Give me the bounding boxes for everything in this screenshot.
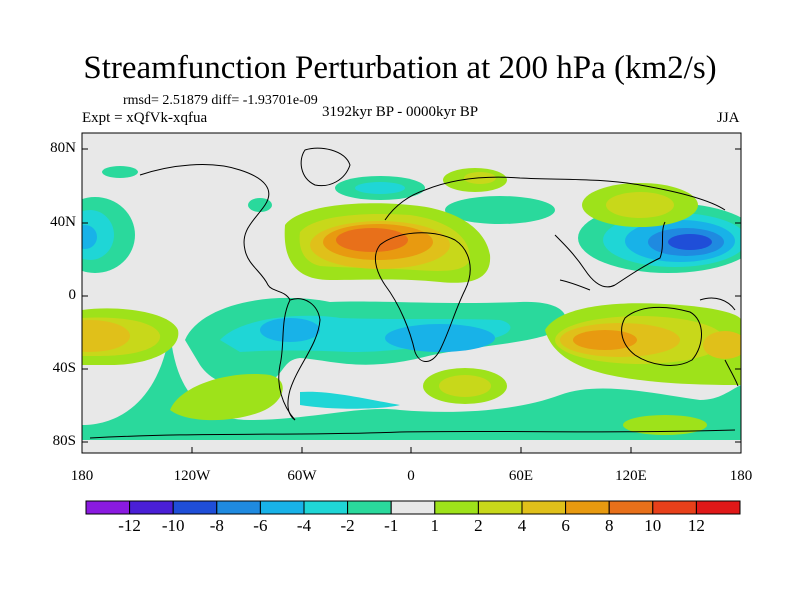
colorbar-label: -8 xyxy=(209,516,224,535)
colorbar-swatch xyxy=(565,500,610,515)
colorbar-label: -4 xyxy=(296,516,312,535)
x-label-180w: 180 xyxy=(70,468,94,484)
y-label-40s: 40S xyxy=(52,360,76,376)
map-title: Streamfunction Perturbation at 200 hPa (… xyxy=(83,50,717,86)
colorbar-swatch xyxy=(85,500,131,515)
x-label-180e: 180 xyxy=(729,468,753,484)
colorbar-swatch xyxy=(390,500,436,515)
negative-anomaly-alaska xyxy=(102,166,138,178)
y-label-0: 0 xyxy=(68,287,77,303)
season-label: JJA xyxy=(717,110,740,126)
colorbar-swatch xyxy=(303,500,349,515)
colorbar-swatch xyxy=(608,500,654,515)
y-label-80n: 80N xyxy=(50,140,76,156)
x-label-120e: 120E xyxy=(615,468,647,484)
colorbar-label: 12 xyxy=(687,516,705,535)
colorbar-swatch xyxy=(477,500,523,515)
colorbar xyxy=(85,500,741,515)
colorbar-label: 8 xyxy=(604,516,614,535)
colorbar-label: 1 xyxy=(430,516,440,535)
positive-anomaly-southern-ocean xyxy=(170,368,707,435)
colorbar-label: 2 xyxy=(474,516,483,535)
colorbar-swatch xyxy=(652,500,697,515)
colorbar-swatch xyxy=(216,500,261,515)
colorbar-label: 10 xyxy=(644,516,662,535)
negative-anomaly-n-atlantic-core xyxy=(355,182,405,194)
colorbar-swatch xyxy=(129,500,174,515)
positive-anomaly-south-pacific xyxy=(82,308,179,365)
colorbar-label: -10 xyxy=(161,516,185,535)
colorbar-label: -12 xyxy=(118,516,141,535)
coastlines xyxy=(89,147,739,439)
period-label: 3192kyr BP - 0000kyr BP xyxy=(322,104,479,120)
colorbar-swatch xyxy=(521,500,567,515)
x-label-120w: 120W xyxy=(173,468,211,484)
colorbar-label: 6 xyxy=(561,516,570,535)
colorbar-swatch xyxy=(259,500,305,515)
y-ticks xyxy=(82,148,741,443)
negative-anomaly-greenland xyxy=(248,198,272,212)
map-plot-area xyxy=(82,133,741,453)
colorbar-swatch xyxy=(695,500,741,515)
y-label-40n: 40N xyxy=(50,214,76,230)
colorbar-label: 4 xyxy=(517,516,527,535)
colorbar-swatch xyxy=(347,500,392,515)
x-label-0: 0 xyxy=(407,468,415,484)
experiment-label: Expt = xQfVk-xqfua xyxy=(82,110,208,126)
positive-anomaly-asia xyxy=(443,168,698,227)
colorbar-label: -2 xyxy=(340,516,355,535)
colorbar-label: -6 xyxy=(253,516,268,535)
x-label-60w: 60W xyxy=(287,468,317,484)
negative-anomaly-eurasia xyxy=(445,196,555,224)
x-label-60e: 60E xyxy=(508,468,534,484)
x-ticks xyxy=(81,447,742,453)
stats-text: rmsd= 2.51879 diff= -1.93701e-09 xyxy=(123,93,318,108)
colorbar-swatch xyxy=(434,500,479,515)
colorbar-label: -1 xyxy=(384,516,399,535)
positive-anomaly-australia xyxy=(545,303,741,385)
negative-anomaly-west-edge xyxy=(82,197,135,273)
y-label-80s: 80S xyxy=(52,433,76,449)
colorbar-swatch xyxy=(172,500,218,515)
